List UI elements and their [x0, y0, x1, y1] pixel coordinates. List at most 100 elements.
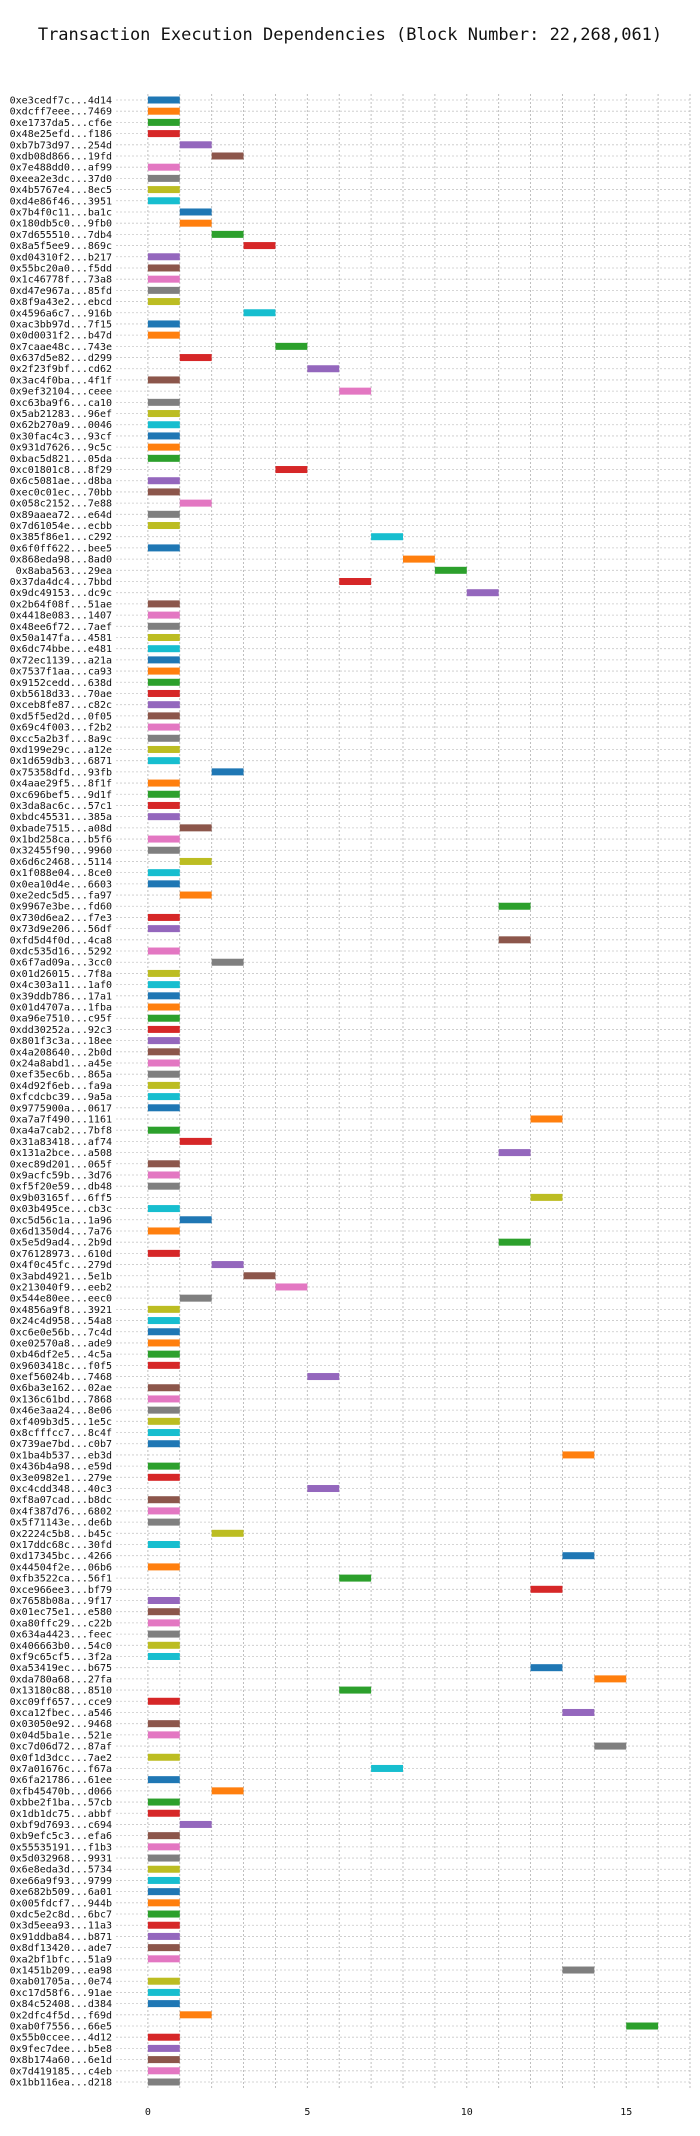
task-bar — [179, 219, 212, 227]
transaction-label: 0xb7b73d97...254d — [10, 140, 112, 151]
transaction-label: 0x62b270a9...0046 — [10, 420, 112, 431]
transaction-label: 0x868eda98...8ad0 — [10, 555, 112, 566]
task-bar — [147, 813, 180, 821]
transaction-label: 0x4f0c45fc...279d — [10, 1260, 112, 1271]
task-bar — [594, 1675, 627, 1683]
task-bar — [147, 1205, 180, 1213]
task-bar — [179, 824, 212, 832]
transaction-label: 0x180db5c0...9fb0 — [10, 219, 112, 230]
task-bar — [147, 1798, 180, 1806]
transaction-label: 0x44504f2e...06b6 — [10, 1562, 112, 1573]
task-bar — [147, 2044, 180, 2052]
transaction-label: 0x9b03165f...6ff5 — [10, 1193, 112, 1204]
transaction-label: 0xab0f7556...66e5 — [10, 2022, 112, 2033]
task-bar — [530, 1115, 563, 1123]
transaction-label: 0x3ac4f0ba...4f1f — [10, 375, 112, 386]
transaction-label: 0xeea2e3dc...37d0 — [10, 174, 112, 185]
transaction-label: 0xfb3522ca...56f1 — [10, 1574, 112, 1585]
transaction-label: 0xc01801c8...8f29 — [10, 465, 112, 476]
task-bar — [147, 421, 180, 429]
task-bar — [147, 712, 180, 720]
task-bar — [147, 1361, 180, 1369]
task-bar — [339, 578, 372, 586]
task-bar — [147, 1406, 180, 1414]
transaction-label: 0x6c5081ae...d8ba — [10, 476, 112, 487]
transaction-label: 0x31a83418...af74 — [10, 1137, 112, 1148]
task-bar — [147, 174, 180, 182]
transaction-label: 0x4f387d76...6802 — [10, 1506, 112, 1517]
task-bar — [307, 1373, 340, 1381]
transaction-label: 0x8a5f5ee9...869c — [10, 241, 112, 252]
transaction-label: 0x0ea10d4e...6603 — [10, 879, 112, 890]
task-bar — [147, 1988, 180, 1996]
task-bar — [466, 589, 499, 597]
task-bar — [147, 1541, 180, 1549]
transaction-label: 0x136c61bd...7868 — [10, 1394, 112, 1405]
transaction-label: 0x4d92f6eb...fa9a — [10, 1081, 112, 1092]
task-bar — [147, 432, 180, 440]
task-bar — [147, 1888, 180, 1896]
transaction-label: 0x89aaea72...e64d — [10, 510, 112, 521]
transaction-label: 0x75358dfd...93fb — [10, 767, 112, 778]
task-bar — [147, 1496, 180, 1504]
task-bar — [147, 1059, 180, 1067]
transaction-label: 0x7d419185...c4eb — [10, 2066, 112, 2077]
x-tick-label: 5 — [304, 2107, 310, 2118]
task-bar — [147, 477, 180, 485]
transaction-label: 0xb46df2e5...4c5a — [10, 1350, 112, 1361]
task-bar — [147, 1417, 180, 1425]
task-bar — [179, 354, 212, 362]
transaction-label: 0x7b4f0c11...ba1c — [10, 207, 112, 218]
task-bar — [147, 1809, 180, 1817]
transaction-label: 0x8f9a43e2...ebcd — [10, 297, 112, 308]
task-bar — [275, 1283, 308, 1291]
task-bar — [147, 253, 180, 261]
transaction-label: 0x30fac4c3...93cf — [10, 431, 112, 442]
transaction-label: 0xdc5e2c8d...6bc7 — [10, 1910, 112, 1921]
transaction-label: 0xfcdcbc39...9a5a — [10, 1092, 112, 1103]
task-bar — [562, 1966, 595, 1974]
task-bar — [147, 130, 180, 138]
task-bar — [147, 790, 180, 798]
task-bar — [147, 1518, 180, 1526]
transaction-label: 0x32455f90...9960 — [10, 846, 112, 857]
transaction-label: 0x3d5eea93...11a3 — [10, 1921, 112, 1932]
task-bar — [339, 387, 372, 395]
task-bar — [147, 1899, 180, 1907]
transaction-label: 0x7d61054e...ecbb — [10, 521, 112, 532]
task-bar — [147, 488, 180, 496]
task-bar — [179, 1137, 212, 1145]
task-bar — [147, 1697, 180, 1705]
task-bar — [403, 555, 435, 563]
transaction-label: 0x72ec1139...a21a — [10, 655, 112, 666]
task-bar — [147, 398, 180, 406]
task-bar — [147, 1854, 180, 1862]
x-tick-label: 10 — [461, 2107, 473, 2118]
task-bar — [179, 141, 212, 149]
task-bar — [147, 298, 180, 306]
task-bar — [211, 1787, 244, 1795]
transaction-label: 0xb5618d33...70ae — [10, 689, 112, 700]
transaction-label: 0x4596a6c7...916b — [10, 308, 112, 319]
task-bar — [147, 1003, 180, 1011]
task-bar — [147, 869, 180, 877]
transaction-label: 0x1f088e04...8ce0 — [10, 868, 112, 879]
task-bar — [562, 1552, 595, 1560]
task-bar — [147, 1048, 180, 1056]
task-bar — [147, 2078, 180, 2086]
task-bars — [147, 96, 659, 2086]
task-bar — [147, 1876, 180, 1884]
transaction-label: 0x2f23f9bf...cd62 — [10, 364, 112, 375]
transaction-label: 0xf9c65cf5...3f2a — [10, 1652, 112, 1663]
task-bar — [147, 544, 180, 552]
task-bar — [147, 689, 180, 697]
transaction-label: 0x1bd258ca...b5f6 — [10, 835, 112, 846]
task-bar — [243, 309, 276, 317]
transaction-label: 0x01d26015...7f8a — [10, 969, 112, 980]
transaction-label: 0x4aae29f5...8f1f — [10, 779, 112, 790]
task-bar — [147, 1093, 180, 1101]
transaction-label: 0x3abd4921...5e1b — [10, 1271, 112, 1282]
transaction-label: 0xa80ffc29...c22b — [10, 1618, 112, 1629]
transaction-label: 0x9775900a...0617 — [10, 1103, 112, 1114]
task-bar — [147, 197, 180, 205]
